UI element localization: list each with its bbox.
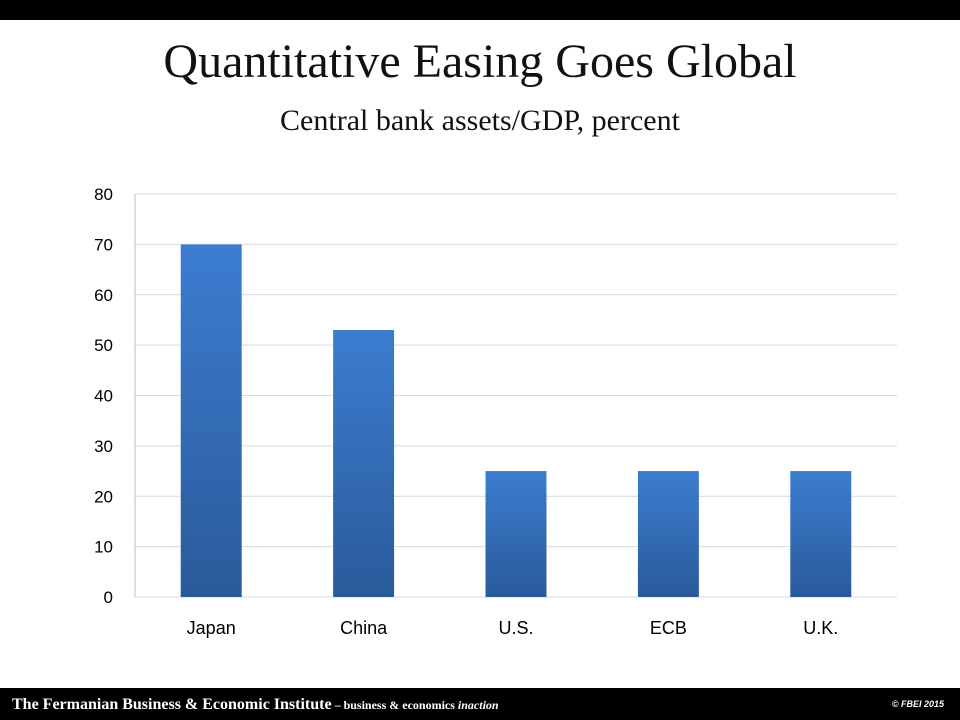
y-tick-label: 10 [94, 538, 113, 557]
bar-japan [180, 244, 242, 597]
y-tick-label: 30 [94, 437, 113, 456]
footer-tagline-em: inaction [457, 698, 499, 712]
x-category-label: Japan [187, 618, 236, 638]
slide-subtitle: Central bank assets/GDP, percent [280, 104, 680, 137]
footer-institute-line: The Fermanian Business & Economic Instit… [12, 696, 499, 714]
bar-u-s [485, 471, 547, 597]
y-tick-label: 50 [94, 336, 113, 355]
slide-title: Quantitative Easing Goes Global [163, 35, 797, 88]
bar-china [333, 330, 395, 597]
bar-ecb [637, 471, 699, 597]
y-tick-label: 40 [94, 387, 113, 406]
y-tick-label: 60 [94, 286, 113, 305]
top-bar [0, 0, 960, 20]
bar-u-k [790, 471, 852, 597]
footer-tagline: – business & economics [331, 698, 458, 712]
x-category-label: China [340, 618, 388, 638]
bars [180, 244, 852, 597]
y-axis-ticks: 0 10 20 30 40 50 60 70 80 [94, 185, 113, 607]
x-category-label: ECB [650, 618, 687, 638]
footer-institute: The Fermanian Business & Economic Instit… [12, 696, 332, 713]
y-tick-label: 80 [94, 185, 113, 204]
y-tick-label: 20 [94, 487, 113, 506]
x-axis-categories: Japan China U.S. ECB U.K. [187, 618, 839, 638]
x-category-label: U.K. [803, 618, 838, 638]
x-category-label: U.S. [498, 618, 533, 638]
footer: The Fermanian Business & Economic Instit… [0, 688, 960, 720]
y-tick-label: 70 [94, 235, 113, 254]
footer-copyright: © FBEI 2015 [891, 699, 944, 709]
y-tick-label: 0 [104, 588, 113, 607]
